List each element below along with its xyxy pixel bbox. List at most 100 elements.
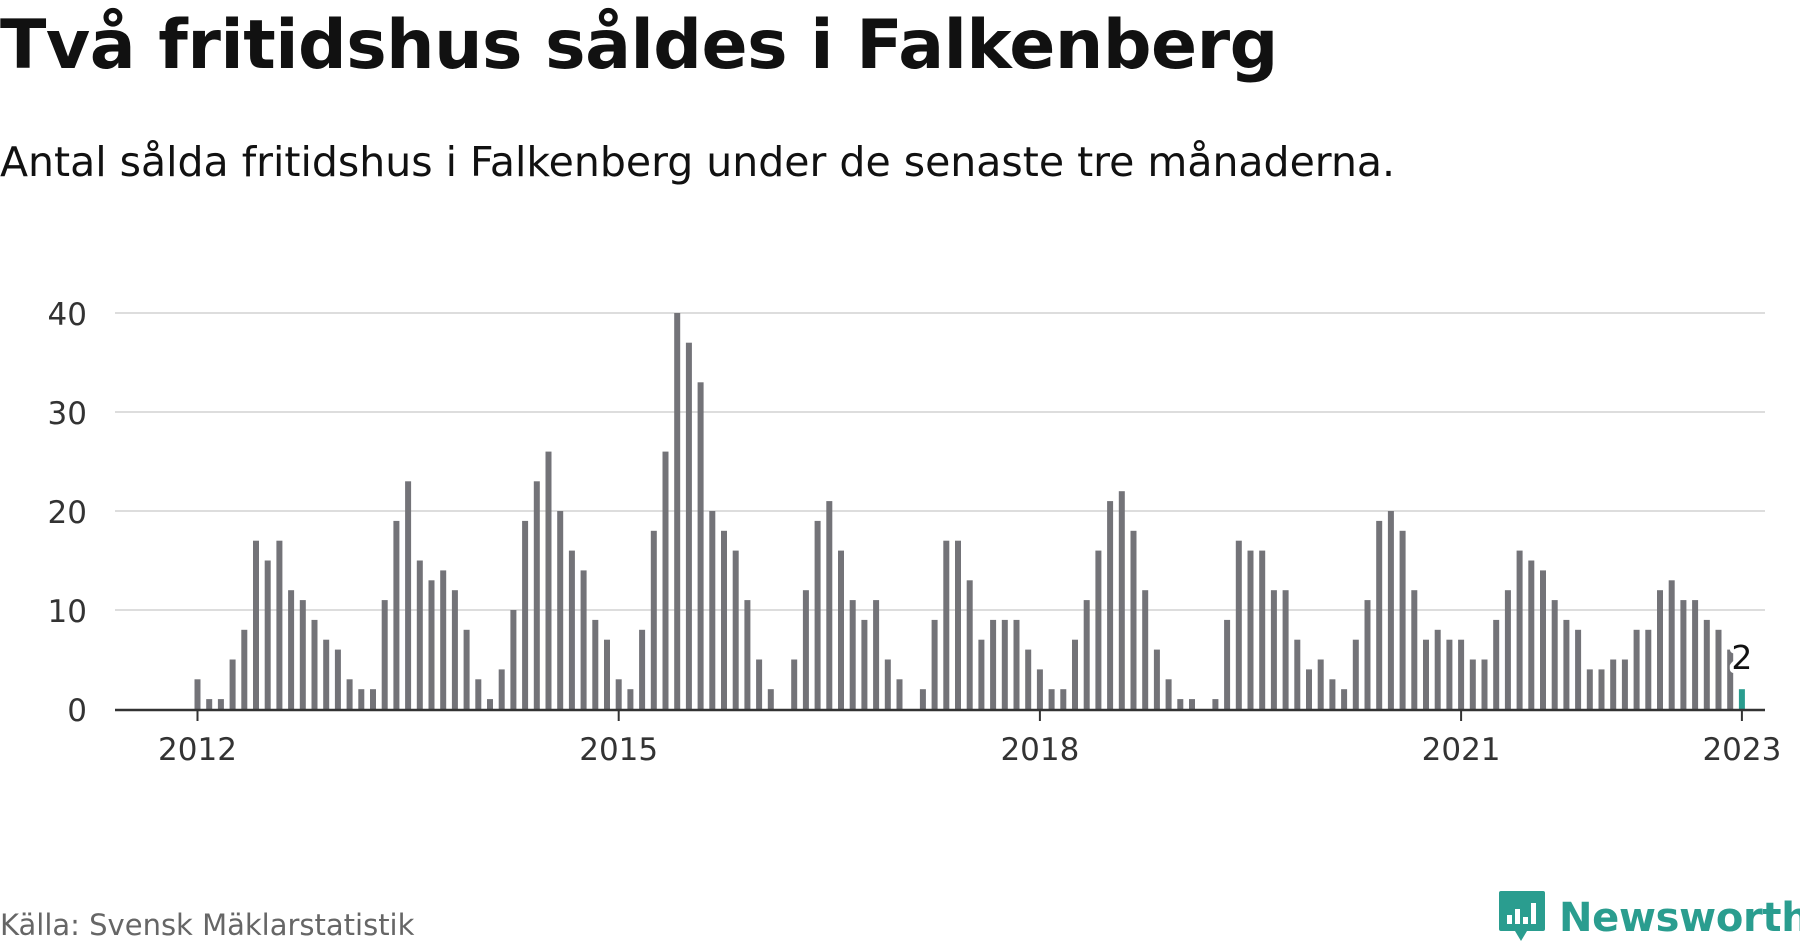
bar (1598, 669, 1605, 709)
bar (1083, 600, 1090, 709)
bar (1446, 639, 1453, 709)
bar (1376, 520, 1383, 709)
bar (990, 619, 997, 709)
bar (1060, 689, 1067, 709)
y-tick-label: 10 (48, 594, 87, 630)
bar (299, 600, 306, 709)
bar (288, 590, 295, 709)
bar (1317, 659, 1324, 709)
x-tick-label: 2018 (1000, 732, 1079, 768)
bar (1387, 511, 1394, 709)
bar (1294, 639, 1301, 709)
bar (732, 550, 739, 709)
bar (1282, 590, 1289, 709)
bar (1329, 679, 1336, 709)
x-tick-label: 2023 (1702, 732, 1781, 768)
source-note: Källa: Svensk Mäklarstatistik (0, 908, 415, 942)
y-tick-label: 40 (48, 297, 87, 333)
bar (943, 540, 950, 709)
bar (639, 629, 646, 709)
bar (1703, 619, 1710, 709)
bar (650, 530, 657, 709)
bar (568, 550, 575, 709)
bar (510, 610, 517, 709)
bar (194, 679, 201, 709)
bar-highlight (1738, 689, 1745, 709)
bar (873, 600, 880, 709)
bar (849, 600, 856, 709)
bar (1118, 491, 1125, 709)
bar (370, 689, 376, 709)
bar (919, 689, 926, 709)
bar (1001, 619, 1008, 709)
bar (826, 501, 833, 709)
bar (1528, 560, 1535, 709)
bar (604, 639, 610, 709)
y-tick-label: 30 (48, 396, 87, 432)
x-tick-label: 2015 (579, 732, 658, 768)
bar (697, 382, 704, 709)
bar (1130, 530, 1137, 709)
bar (896, 679, 903, 709)
bar (428, 580, 435, 709)
bar (592, 619, 599, 709)
bar (685, 342, 692, 709)
bar (323, 639, 330, 709)
bar (1469, 659, 1476, 709)
bar (1224, 619, 1231, 709)
bar (884, 659, 891, 709)
bar (1575, 629, 1582, 709)
annotation-halo: 2 (1731, 638, 1752, 677)
bar (1680, 600, 1687, 709)
bar (1352, 639, 1359, 709)
chart-subtitle: Antal sålda fritidshus i Falkenberg unde… (0, 138, 1396, 186)
bar (1235, 540, 1242, 709)
brand-name: Newsworthy (1559, 895, 1800, 941)
bar (814, 520, 821, 709)
bar (1364, 600, 1371, 709)
bar (1692, 600, 1699, 709)
bar (381, 600, 388, 709)
bar (1551, 600, 1558, 709)
bar (1504, 590, 1511, 709)
bar (498, 669, 505, 709)
bar (253, 540, 259, 709)
bar (627, 689, 634, 709)
bar (545, 451, 552, 709)
bar (1341, 689, 1348, 709)
bar (1563, 619, 1570, 709)
bar (1072, 639, 1078, 709)
bar (931, 619, 938, 709)
bar (1540, 570, 1546, 709)
bar (1212, 699, 1219, 709)
x-tick-label: 2012 (158, 732, 237, 768)
bar (1153, 649, 1160, 709)
bar (721, 530, 727, 709)
bar (1247, 550, 1254, 709)
bar (1399, 530, 1406, 709)
bar (1411, 590, 1418, 709)
x-tick-label: 2021 (1422, 732, 1501, 768)
bar (1142, 590, 1149, 709)
bar (1036, 669, 1043, 709)
bar (229, 659, 236, 709)
bar (1025, 649, 1032, 709)
bar (1306, 669, 1312, 709)
newsworthy-logo-icon (1499, 891, 1545, 941)
bar (1423, 639, 1429, 709)
bar (978, 639, 985, 709)
bar (1013, 619, 1020, 709)
bar (358, 689, 365, 709)
bar (1633, 629, 1640, 709)
bar (217, 699, 224, 709)
bar (487, 699, 493, 709)
bar (838, 550, 844, 709)
bar (1481, 659, 1488, 709)
bar (709, 511, 716, 709)
bar (463, 629, 470, 709)
bar (405, 481, 412, 709)
brand-logo[interactable]: Newsworthy (1497, 888, 1800, 948)
bar (1434, 629, 1441, 709)
bar (1727, 649, 1734, 709)
